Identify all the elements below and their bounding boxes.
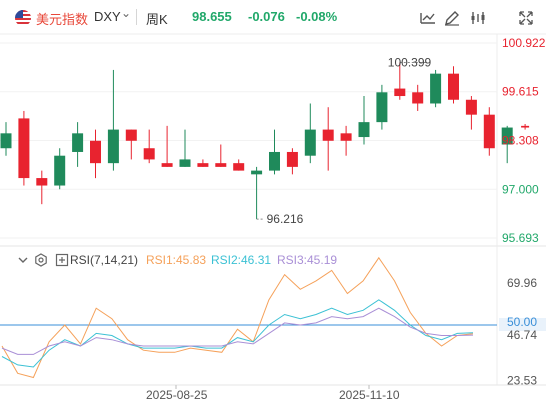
candle-body: [233, 163, 245, 171]
candle-body: [179, 159, 191, 167]
candle-body: [304, 129, 316, 156]
candle-body: [54, 155, 66, 186]
indicator-params-icon[interactable]: [55, 253, 69, 267]
x-tick-label: 2025-11-10: [339, 388, 400, 402]
candle-body: [322, 129, 334, 141]
instrument-name[interactable]: 美元指数: [36, 12, 89, 27]
draw-pencil-icon[interactable]: [442, 8, 462, 28]
candle-body: [251, 170, 263, 175]
candle-body: [412, 92, 424, 104]
candle-body: [340, 133, 352, 141]
last-price: 98.655: [192, 9, 232, 24]
candle-body: [483, 114, 495, 149]
candle-body: [36, 178, 48, 186]
candle-body: [269, 151, 280, 171]
rsi-title: RSI(7,14,21): [70, 253, 139, 267]
candle-body: [521, 125, 530, 128]
candle-body: [286, 151, 298, 167]
candle-body: [90, 140, 101, 164]
price-tick-label: 99.615: [502, 85, 539, 99]
x-axis-labels: 2025-08-25 2025-11-10: [146, 385, 400, 402]
divider: [136, 9, 137, 25]
rsi-tick-label: 50.00: [507, 315, 537, 329]
candle-body: [18, 118, 30, 179]
rsi3-value: RSI3:45.19: [277, 253, 338, 267]
rsi3-line: [1, 307, 474, 355]
rsi-tick-label: 23.53: [507, 374, 537, 388]
collapse-chevron-icon[interactable]: [16, 253, 30, 267]
price-tick-label: 98.308: [502, 133, 539, 147]
price-change-pct: -0.08%: [296, 9, 338, 24]
rsi-level-badge: [499, 318, 546, 331]
price-tick-label: 97.000: [502, 182, 539, 196]
grid: [0, 42, 497, 239]
indicator-icon[interactable]: [468, 8, 488, 28]
x-tick-label: 2025-08-25: [146, 388, 208, 402]
price-axis: 100.922 99.615 98.308 97.000 95.693: [502, 36, 546, 245]
candle-body: [143, 148, 155, 160]
rsi2-value: RSI2:46.31: [211, 253, 272, 267]
high-annotation: 100.399: [388, 55, 432, 69]
low-annotation: 96.216: [267, 212, 304, 226]
candle-body: [394, 88, 406, 97]
candle-body: [125, 129, 137, 141]
candle-body: [376, 92, 388, 123]
price-tick-label: 100.922: [502, 36, 546, 50]
rsi1-value: RSI1:45.83: [146, 253, 207, 267]
instrument-symbol[interactable]: DXY: [94, 9, 121, 24]
chart-line-icon[interactable]: [418, 8, 438, 28]
rsi-lines: [0, 256, 497, 379]
candle-body: [448, 73, 459, 100]
candle-body: [107, 129, 119, 164]
rsi-tick-label: 69.96: [507, 276, 537, 290]
rsi2-line: [1, 299, 474, 368]
settings-gear-icon[interactable]: [34, 253, 48, 267]
candle-body: [501, 127, 513, 145]
rsi-header: RSI(7,14,21) RSI1:45.83 RSI2:46.31 RSI3:…: [0, 250, 546, 270]
candle-body: [430, 73, 442, 104]
chevron-down-icon[interactable]: ⌄: [121, 6, 132, 20]
candle-body: [358, 122, 370, 138]
price-change: -0.076: [248, 9, 285, 24]
candle-body: [465, 99, 477, 115]
fullscreen-icon[interactable]: [516, 8, 536, 28]
candle-body: [215, 163, 227, 167]
candle-body: [0, 133, 12, 149]
header-bar: 美元指数 DXY ⌄ 周K 98.655 -0.076 -0.08%: [0, 0, 546, 34]
rsi-tick-label: 46.74: [507, 328, 537, 342]
candle-body: [161, 163, 173, 167]
candle-body: [72, 133, 84, 152]
us-flag-icon: [15, 10, 31, 26]
rsi1-line: [1, 256, 474, 379]
candles-group: [0, 61, 530, 220]
candle-body: [197, 163, 209, 167]
period-selector[interactable]: 周K: [146, 12, 168, 27]
price-tick-label: 95.693: [502, 231, 539, 245]
